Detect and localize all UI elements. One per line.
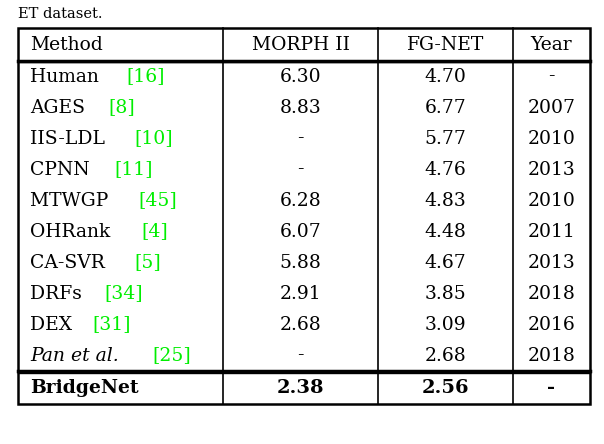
Text: 2016: 2016	[528, 316, 576, 333]
Text: 4.83: 4.83	[425, 191, 466, 210]
Text: 2018: 2018	[527, 346, 576, 365]
Text: -: -	[548, 67, 554, 86]
Text: 2.68: 2.68	[280, 316, 321, 333]
Text: Method: Method	[30, 36, 103, 53]
Text: [4]: [4]	[141, 222, 168, 241]
Text: OHRank: OHRank	[30, 222, 116, 241]
Text: ET dataset.: ET dataset.	[18, 7, 103, 21]
Text: DEX: DEX	[30, 316, 78, 333]
Text: [5]: [5]	[134, 254, 161, 271]
Text: [8]: [8]	[109, 99, 135, 116]
Text: 6.07: 6.07	[280, 222, 321, 241]
Bar	[18, 28, 590, 404]
Text: 2010: 2010	[527, 191, 576, 210]
Text: [16]: [16]	[127, 67, 165, 86]
Text: 2007: 2007	[527, 99, 576, 116]
Text: 3.85: 3.85	[425, 285, 466, 302]
Text: 5.88: 5.88	[280, 254, 321, 271]
Text: 6.28: 6.28	[280, 191, 321, 210]
Text: 4.48: 4.48	[425, 222, 466, 241]
Text: 2.91: 2.91	[280, 285, 321, 302]
Text: 2011: 2011	[528, 222, 576, 241]
Text: 6.30: 6.30	[280, 67, 321, 86]
Text: [11]: [11]	[115, 160, 153, 178]
Text: 6.77: 6.77	[425, 99, 466, 116]
Text: MTWGP: MTWGP	[30, 191, 114, 210]
Text: CA-SVR: CA-SVR	[30, 254, 111, 271]
Text: FG-NET: FG-NET	[407, 36, 484, 53]
Text: BridgeNet: BridgeNet	[30, 378, 139, 396]
Text: 4.76: 4.76	[425, 160, 466, 178]
Text: 2013: 2013	[528, 254, 576, 271]
Text: -: -	[547, 378, 556, 396]
Text: [45]: [45]	[139, 191, 178, 210]
Text: CPNN: CPNN	[30, 160, 95, 178]
Text: [34]: [34]	[104, 285, 143, 302]
Text: 2.38: 2.38	[277, 378, 324, 396]
Text: 2018: 2018	[527, 285, 576, 302]
Text: [31]: [31]	[92, 316, 130, 333]
Text: 2.68: 2.68	[425, 346, 466, 365]
Text: MORPH II: MORPH II	[251, 36, 350, 53]
Text: Human: Human	[30, 67, 105, 86]
Text: 2010: 2010	[527, 130, 576, 147]
Text: Pan et al.: Pan et al.	[30, 346, 125, 365]
Text: DRFs: DRFs	[30, 285, 88, 302]
Text: -: -	[297, 346, 304, 365]
Text: Year: Year	[531, 36, 573, 53]
Text: -: -	[297, 160, 304, 178]
Text: 4.67: 4.67	[425, 254, 466, 271]
Text: 8.83: 8.83	[280, 99, 321, 116]
Text: 3.09: 3.09	[425, 316, 466, 333]
Text: AGES: AGES	[30, 99, 91, 116]
Text: IIS-LDL: IIS-LDL	[30, 130, 111, 147]
Text: 4.70: 4.70	[425, 67, 466, 86]
Text: 5.77: 5.77	[425, 130, 466, 147]
Text: -: -	[297, 130, 304, 147]
Text: 2.56: 2.56	[422, 378, 469, 396]
Text: [10]: [10]	[135, 130, 173, 147]
Text: [25]: [25]	[152, 346, 191, 365]
Text: 2013: 2013	[528, 160, 576, 178]
